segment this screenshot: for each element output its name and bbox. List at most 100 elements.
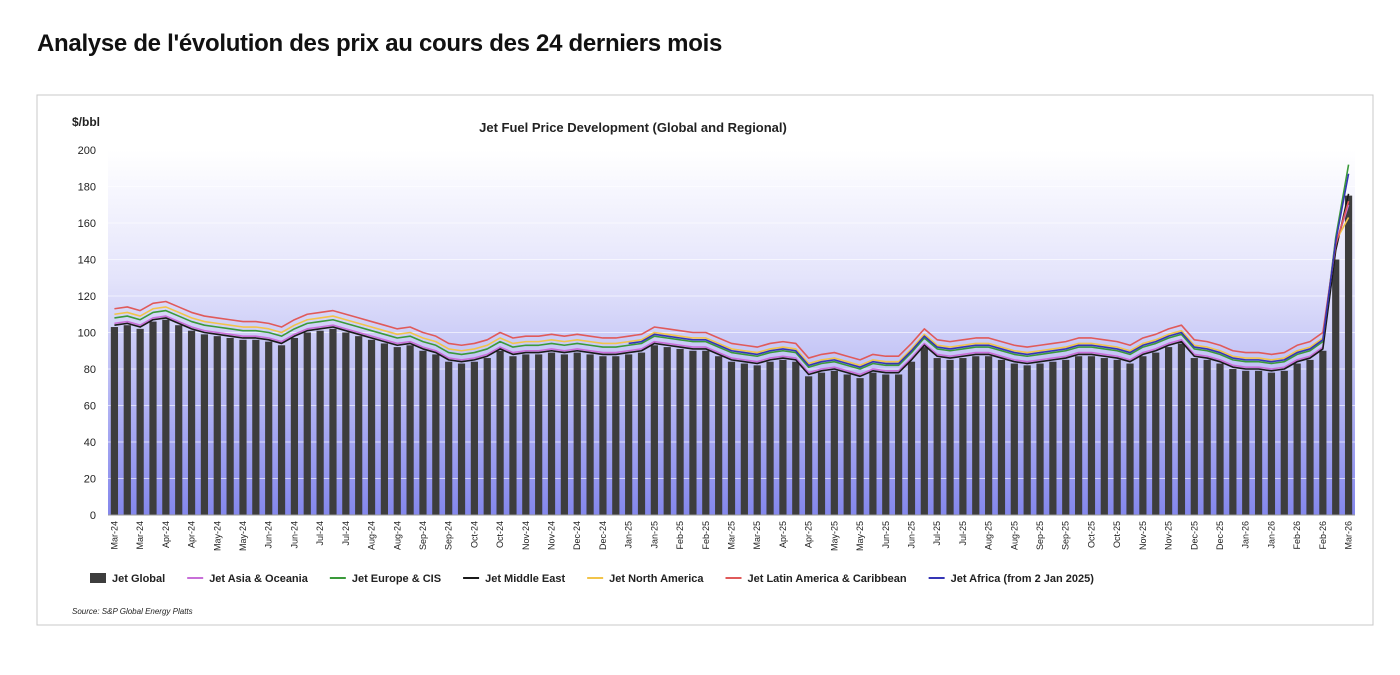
bar bbox=[522, 354, 530, 515]
bar bbox=[342, 332, 350, 515]
y-tick-label: 140 bbox=[78, 255, 96, 267]
bar bbox=[830, 370, 838, 515]
bar bbox=[573, 352, 581, 515]
x-tick-label: Oct-24 bbox=[495, 521, 505, 548]
x-tick-label: Sep-25 bbox=[1035, 521, 1045, 550]
bar bbox=[1254, 370, 1263, 515]
bar bbox=[612, 356, 620, 515]
x-tick-label: Oct-25 bbox=[1112, 521, 1122, 548]
y-tick-label: 80 bbox=[84, 364, 96, 376]
y-tick-label: 200 bbox=[78, 145, 96, 157]
x-tick-label: Mar-25 bbox=[752, 521, 762, 550]
bar bbox=[136, 328, 144, 515]
bar bbox=[290, 337, 299, 515]
bar bbox=[1062, 359, 1070, 515]
bar bbox=[1100, 358, 1108, 515]
bar bbox=[175, 325, 183, 515]
bar bbox=[239, 339, 247, 515]
bar bbox=[972, 356, 980, 515]
series-line bbox=[114, 217, 1350, 367]
y-tick-label: 120 bbox=[78, 291, 96, 303]
bar bbox=[740, 363, 748, 515]
bar bbox=[843, 374, 851, 515]
x-tick-label: Dec-25 bbox=[1189, 521, 1199, 550]
bar bbox=[1344, 195, 1353, 515]
legend-swatch bbox=[90, 573, 106, 583]
source-note: Source: S&P Global Energy Platts bbox=[72, 607, 193, 616]
series-line bbox=[628, 173, 1350, 368]
bar bbox=[715, 356, 723, 515]
bar bbox=[625, 354, 633, 515]
x-tick-label: Jan-25 bbox=[624, 521, 634, 549]
bar bbox=[445, 361, 453, 515]
bar bbox=[1203, 359, 1211, 515]
bar bbox=[265, 341, 273, 515]
bar bbox=[727, 361, 736, 515]
bar bbox=[1280, 370, 1288, 515]
x-tick-label: May-24 bbox=[212, 521, 222, 551]
x-tick-label: Apr-25 bbox=[778, 521, 788, 548]
bar bbox=[1152, 352, 1160, 515]
series-line bbox=[114, 200, 1350, 361]
bar bbox=[252, 339, 260, 515]
bar bbox=[1023, 365, 1031, 515]
x-tick-label: Feb-25 bbox=[675, 521, 685, 550]
x-tick-label: Sep-24 bbox=[418, 521, 428, 550]
x-tick-label: Sep-25 bbox=[1061, 521, 1071, 550]
bar bbox=[1332, 259, 1340, 515]
page-heading: Analyse de l'évolution des prix au cours… bbox=[37, 30, 722, 57]
x-tick-label: Jun-24 bbox=[289, 521, 299, 549]
bar bbox=[560, 354, 568, 515]
bar bbox=[509, 356, 517, 515]
x-tick-label: Nov-25 bbox=[1138, 521, 1148, 550]
bar bbox=[149, 321, 157, 515]
x-tick-label: Jul-24 bbox=[315, 521, 325, 546]
x-tick-label: Oct-24 bbox=[469, 521, 479, 548]
x-tick-label: Apr-24 bbox=[161, 521, 171, 548]
x-tick-label: Mar-25 bbox=[727, 521, 737, 550]
bar bbox=[650, 345, 658, 515]
bar bbox=[226, 337, 234, 515]
bar bbox=[792, 361, 800, 515]
bar bbox=[817, 372, 826, 515]
x-tick-label: Apr-25 bbox=[804, 521, 814, 548]
bar bbox=[920, 347, 928, 515]
bar bbox=[1319, 350, 1327, 515]
x-tick-label: Jan-26 bbox=[1266, 521, 1276, 549]
legend-label: Jet North America bbox=[609, 573, 704, 585]
x-tick-label: Aug-24 bbox=[392, 521, 402, 550]
bar bbox=[1126, 363, 1134, 515]
bar bbox=[496, 350, 504, 515]
bar bbox=[277, 345, 286, 515]
bar bbox=[1293, 363, 1301, 515]
bar bbox=[1113, 359, 1121, 515]
bar bbox=[1164, 347, 1173, 515]
x-tick-label: Dec-25 bbox=[1215, 521, 1225, 550]
bar bbox=[856, 378, 864, 515]
bar bbox=[329, 328, 337, 515]
x-tick-label: Jul-25 bbox=[932, 521, 942, 546]
legend-label: Jet Latin America & Caribbean bbox=[748, 573, 907, 585]
x-tick-label: Aug-25 bbox=[1009, 521, 1019, 550]
x-tick-label: Apr-24 bbox=[187, 521, 197, 548]
bar bbox=[599, 356, 607, 515]
bar bbox=[432, 354, 440, 515]
x-tick-label: May-24 bbox=[238, 521, 248, 551]
bar bbox=[882, 374, 890, 515]
x-tick-label: Dec-24 bbox=[598, 521, 608, 550]
bar bbox=[702, 350, 710, 515]
bar bbox=[200, 334, 209, 515]
chart-title: Jet Fuel Price Development (Global and R… bbox=[479, 120, 787, 135]
bar bbox=[535, 354, 543, 515]
bar bbox=[663, 347, 671, 515]
bar bbox=[123, 325, 131, 515]
bar bbox=[779, 359, 787, 515]
series-line bbox=[114, 164, 1350, 370]
bar bbox=[1177, 343, 1186, 515]
bar bbox=[895, 374, 903, 515]
bar bbox=[676, 348, 684, 515]
bar bbox=[483, 358, 491, 515]
legend-label: Jet Europe & CIS bbox=[352, 573, 441, 585]
